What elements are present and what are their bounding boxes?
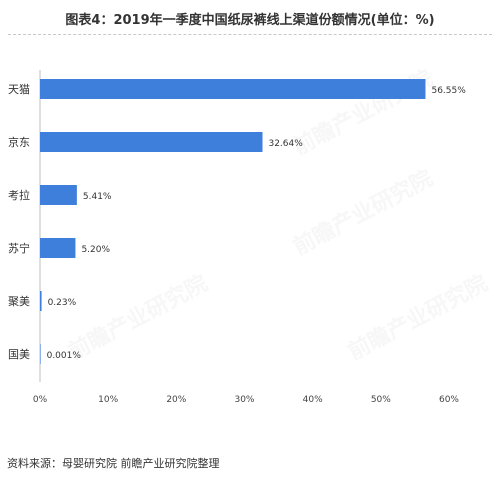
bar	[40, 344, 41, 364]
chart-plot-area: 天猫 56.55% 京东 32.64% 考拉 5.41% 苏宁 5.20% 聚美 0.23% 国美 0…	[8, 70, 466, 405]
category-label: 国美	[8, 348, 30, 361]
bar	[40, 132, 263, 152]
data-label: 0.001%	[47, 351, 82, 361]
bar	[40, 238, 76, 258]
category-label: 考拉	[8, 188, 30, 202]
bar	[40, 185, 77, 205]
x-tick-label: 30%	[234, 395, 254, 405]
bar	[40, 291, 42, 311]
x-tick-label: 10%	[98, 395, 118, 405]
chart-title: 图表4：2019年一季度中国纸尿裤线上渠道份额情况(单位：%)	[65, 13, 435, 28]
data-label: 32.64%	[268, 139, 303, 149]
bar	[40, 79, 426, 99]
bar-chart: 天猫 56.55% 京东 32.64% 考拉 5.41% 苏宁 5.20% 聚美 0.23% 国美 0…	[8, 70, 466, 405]
title-divider	[8, 34, 492, 35]
data-label: 5.41%	[83, 192, 112, 202]
category-label: 苏宁	[8, 241, 30, 255]
category-label: 聚美	[8, 295, 30, 308]
x-tick-label: 20%	[166, 395, 186, 405]
category-label: 天猫	[8, 83, 30, 96]
x-tick-label: 0%	[33, 395, 48, 405]
data-label: 56.55%	[431, 86, 466, 96]
x-tick-label: 60%	[439, 395, 459, 405]
data-label: 5.20%	[81, 245, 110, 255]
data-label: 0.23%	[48, 298, 77, 308]
source-note: 资料来源：母婴研究院 前瞻产业研究院整理	[7, 457, 220, 470]
x-tick-label: 40%	[303, 395, 323, 405]
x-tick-label: 50%	[371, 395, 391, 405]
category-label: 京东	[8, 135, 30, 149]
